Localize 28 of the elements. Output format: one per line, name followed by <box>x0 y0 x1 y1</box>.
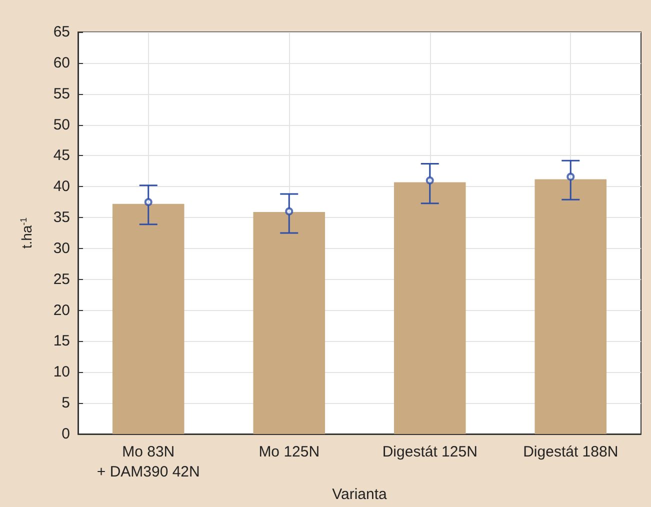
y-tick-label: 30 <box>53 240 70 257</box>
y-tick-label: 20 <box>53 302 70 319</box>
y-tick-label: 50 <box>53 116 70 134</box>
point <box>426 176 434 184</box>
y-tick-label: 60 <box>53 54 70 72</box>
point <box>285 207 294 216</box>
bar <box>253 212 326 434</box>
bar <box>534 179 607 434</box>
y-tick-label: 15 <box>53 332 70 350</box>
x-axis-title: Varianta <box>332 486 388 503</box>
bar <box>394 182 466 434</box>
y-tick-label: 45 <box>53 147 70 164</box>
y-tick-label: 0 <box>62 426 70 442</box>
y-tick-label: 40 <box>53 178 70 196</box>
y-tick-label: 5 <box>62 394 70 412</box>
bar <box>112 204 184 434</box>
x-tick-label: Mo 125N <box>258 444 320 460</box>
point <box>566 172 575 181</box>
y-tick-label: 65 <box>53 24 70 40</box>
point <box>144 198 152 206</box>
x-tick-label: Digestát 188N <box>523 444 618 460</box>
y-tick-label: 55 <box>53 85 70 102</box>
x-tick-label: Digestát 125N <box>382 444 478 460</box>
x-tick-label: Mo 83N + DAM390 42N <box>96 444 200 480</box>
y-tick-label: 10 <box>53 364 70 381</box>
y-tick-label: 25 <box>53 270 70 288</box>
y-axis-title: t.ha-1 <box>18 217 34 249</box>
y-tick-label: 35 <box>53 209 70 226</box>
